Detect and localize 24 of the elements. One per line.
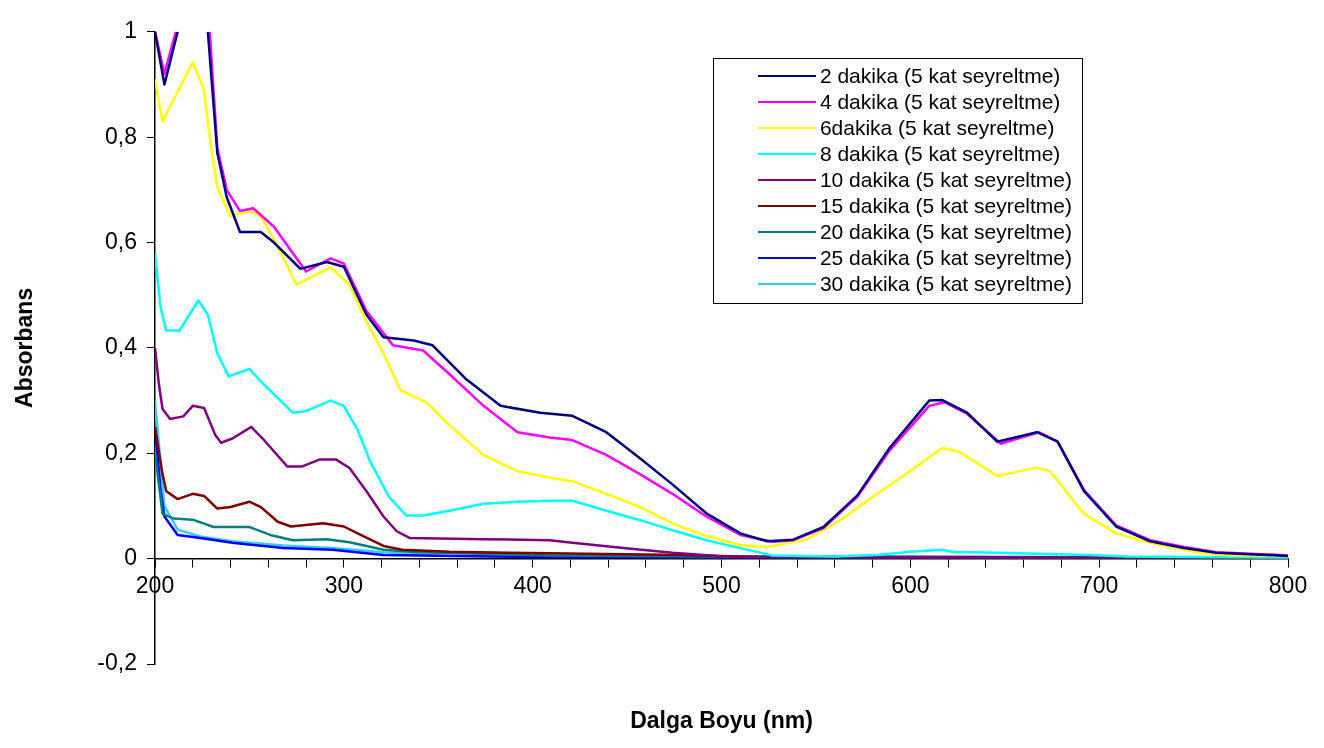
legend-label: 4 dakika (5 kat seyreltme) <box>819 89 1061 115</box>
y-tick-label: 0,2 <box>105 438 137 465</box>
y-tick-label: 0,4 <box>105 333 138 360</box>
y-axis-title: Absorbans <box>11 287 38 408</box>
legend-label: 20 dakika (5 kat seyreltme) <box>819 219 1072 245</box>
x-tick-label: 700 <box>1079 571 1119 598</box>
x-tick-label: 500 <box>702 571 741 598</box>
legend-label: 15 dakika (5 kat seyreltme) <box>819 193 1072 219</box>
y-tick-label: 1 <box>124 17 137 44</box>
y-tick-label: 0 <box>124 543 137 570</box>
x-tick-label: 800 <box>1268 571 1308 598</box>
y-tick-label: 0,8 <box>105 122 137 149</box>
x-tick-label: 400 <box>513 571 552 598</box>
legend-label: 2 dakika (5 kat seyreltme) <box>819 63 1061 89</box>
x-axis-title: Dalga Boyu (nm) <box>630 707 813 734</box>
legend-label: 8 dakika (5 kat seyreltme) <box>819 141 1061 167</box>
y-tick-label: -0,2 <box>97 649 137 676</box>
x-tick-label: 300 <box>324 571 364 598</box>
legend-label: 10 dakika (5 kat seyreltme) <box>819 167 1072 193</box>
x-tick-label: 600 <box>891 571 930 598</box>
legend-label: 30 dakika (5 kat seyreltme) <box>819 271 1072 297</box>
y-tick-label: 0,6 <box>105 227 137 254</box>
legend-label: 25 dakika (5 kat seyreltme) <box>819 245 1072 271</box>
legend-label: 6dakika (5 kat seyreltme) <box>819 115 1055 141</box>
